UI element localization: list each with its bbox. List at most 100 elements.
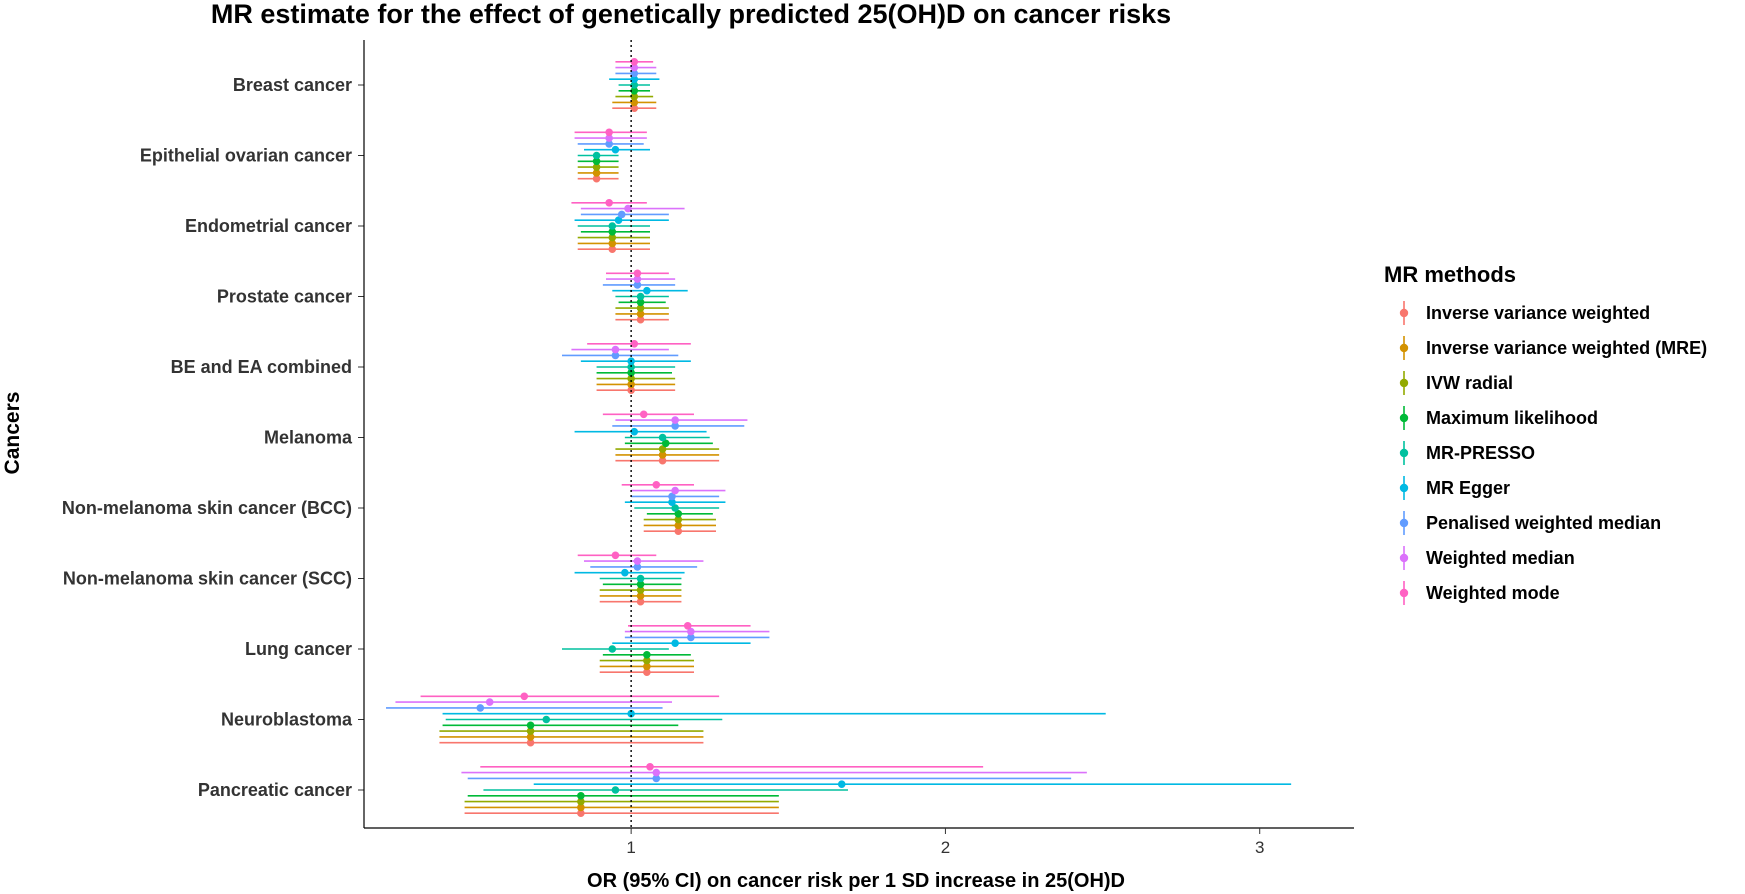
- y-tick-label: Breast cancer: [233, 75, 352, 95]
- point-estimate: [630, 81, 639, 89]
- legend-item-mr-egger: MR Egger: [1399, 476, 1510, 500]
- row-neuroblastoma: [386, 692, 1106, 747]
- point-estimate: [630, 69, 639, 78]
- y-tick-label: Epithelial ovarian cancer: [140, 146, 352, 166]
- x-tick-label: 3: [1255, 838, 1264, 857]
- point-estimate: [671, 486, 679, 495]
- row-endometrial-cancer: [571, 199, 685, 253]
- point-estimate: [639, 410, 648, 419]
- point-estimate: [577, 792, 585, 800]
- y-tick-label: Endometrial cancer: [185, 216, 352, 236]
- point-estimate: [687, 633, 695, 642]
- legend-key-point: [1399, 448, 1409, 458]
- y-tick-label: Neuroblastoma: [221, 710, 353, 730]
- legend-item-inverse-variance-weighted: Inverse variance weighted: [1399, 301, 1650, 325]
- y-axis-title: Cancers: [1, 392, 24, 475]
- legend-item-inverse-variance-weighted-mre: Inverse variance weighted (MRE): [1399, 336, 1707, 360]
- point-estimate: [683, 622, 692, 630]
- point-estimate: [636, 292, 645, 301]
- point-estimate: [605, 140, 613, 148]
- point-estimate: [617, 210, 626, 219]
- point-estimate: [671, 639, 679, 647]
- y-tick-label: Prostate cancer: [217, 287, 352, 307]
- point-estimate: [643, 662, 651, 671]
- point-estimate: [652, 774, 661, 783]
- legend-label: MR-PRESSO: [1426, 443, 1535, 463]
- legend-label: Weighted mode: [1426, 583, 1560, 603]
- legend-key-point: [1399, 343, 1409, 353]
- legend-key-point: [1399, 413, 1409, 423]
- point-estimate: [485, 698, 494, 706]
- point-estimate: [633, 275, 642, 283]
- legend-item-ivw-radial: IVW radial: [1399, 371, 1513, 395]
- point-estimate: [674, 521, 683, 530]
- point-estimate: [643, 656, 651, 665]
- point-estimate: [608, 239, 617, 248]
- point-estimate: [636, 315, 645, 324]
- point-estimate: [608, 222, 617, 230]
- point-estimate: [630, 63, 639, 72]
- x-tick-label: 2: [941, 838, 950, 857]
- point-estimate: [476, 704, 485, 712]
- row-epithelial-ovarian-cancer: [574, 128, 650, 183]
- legend-key-point: [1399, 518, 1409, 528]
- point-estimate: [674, 527, 683, 535]
- point-estimate: [526, 733, 535, 741]
- point-estimate: [605, 199, 613, 207]
- point-estimate: [608, 245, 617, 253]
- point-estimate: [592, 169, 601, 177]
- point-estimate: [526, 721, 535, 730]
- point-estimate: [611, 786, 620, 794]
- legend-item-mr-presso: MR-PRESSO: [1399, 441, 1535, 465]
- point-estimate: [611, 345, 620, 354]
- x-tick-label: 1: [626, 838, 635, 857]
- point-estimate: [621, 568, 629, 577]
- row-lung-cancer: [562, 622, 770, 676]
- point-estimate: [636, 304, 645, 312]
- point-estimate: [624, 204, 632, 213]
- y-tick-label: Non-melanoma skin cancer (BCC): [62, 498, 352, 518]
- chart-title: MR estimate for the effect of geneticall…: [211, 0, 1171, 29]
- point-estimate: [592, 157, 601, 166]
- data-rows: [386, 58, 1292, 817]
- point-estimate: [658, 445, 667, 453]
- point-estimate: [608, 228, 617, 236]
- row-breast-cancer: [609, 58, 660, 112]
- legend: MR methods Inverse variance weightedInve…: [1384, 262, 1707, 605]
- legend-label: Inverse variance weighted (MRE): [1426, 338, 1707, 358]
- x-axis-title: OR (95% CI) on cancer risk per 1 SD incr…: [587, 870, 1125, 892]
- legend-item-weighted-median: Weighted median: [1399, 546, 1575, 570]
- row-non-melanoma-skin-cancer-bcc: [621, 481, 726, 535]
- row-non-melanoma-skin-cancer-scc: [574, 551, 704, 606]
- point-estimate: [630, 58, 639, 66]
- point-estimate: [671, 422, 679, 430]
- point-estimate: [608, 645, 617, 653]
- y-tick-label: Melanoma: [264, 428, 353, 448]
- point-estimate: [577, 809, 585, 817]
- point-estimate: [633, 269, 642, 278]
- point-estimate: [630, 75, 639, 83]
- point-estimate: [643, 286, 651, 295]
- legend-key-point: [1399, 378, 1409, 388]
- point-estimate: [674, 515, 683, 524]
- legend-label: Weighted median: [1426, 548, 1575, 568]
- point-estimate: [671, 504, 679, 512]
- point-estimate: [627, 374, 635, 383]
- point-estimate: [611, 551, 620, 560]
- point-estimate: [630, 104, 639, 112]
- point-estimate: [658, 433, 667, 442]
- legend-label: Inverse variance weighted: [1426, 303, 1650, 323]
- y-tick-label: Lung cancer: [245, 639, 352, 659]
- point-estimate: [674, 510, 683, 518]
- point-estimate: [658, 451, 667, 459]
- point-estimate: [668, 498, 676, 507]
- point-estimate: [636, 592, 645, 600]
- point-estimate: [636, 574, 645, 583]
- point-estimate: [592, 151, 601, 160]
- point-estimate: [577, 797, 585, 806]
- point-estimate: [636, 310, 645, 318]
- point-estimate: [668, 492, 676, 501]
- legend-item-weighted-mode: Weighted mode: [1399, 581, 1560, 605]
- point-estimate: [633, 563, 642, 571]
- row-melanoma: [574, 410, 748, 465]
